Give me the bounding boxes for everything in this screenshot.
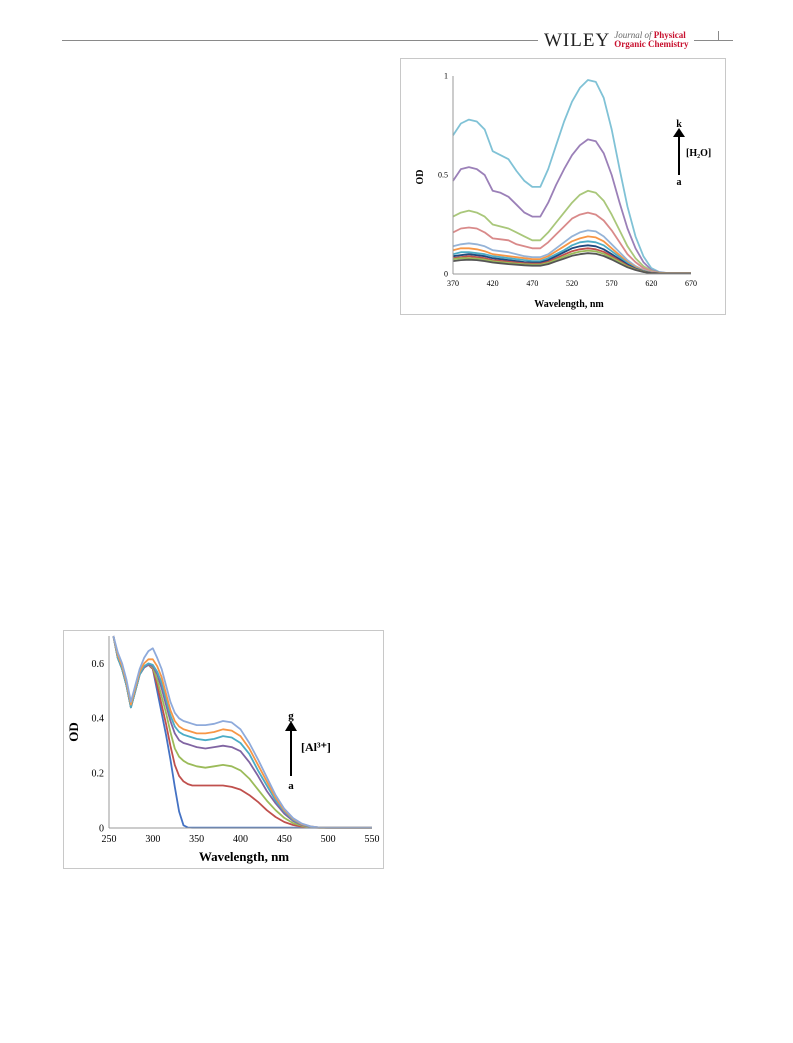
- series-line-7: [112, 635, 372, 829]
- journal-title: Journal of Physical Organic Chemistry: [614, 31, 688, 49]
- x-tick-label: 570: [606, 279, 618, 288]
- figure-2-chart: 250 300 350 400 450 500 550 0 0.2 0.4 0.6 OD Wavel…: [66, 635, 380, 864]
- arrow-label: [H₂O]: [686, 148, 711, 159]
- y-tick-label: 0: [99, 823, 104, 834]
- x-tick-label: 450: [277, 834, 292, 845]
- journal-title-prefix: Journal of: [614, 30, 652, 40]
- x-tick-label: 620: [645, 279, 657, 288]
- header-rule: [62, 40, 733, 41]
- header-tick: [718, 31, 719, 41]
- y-axis-label: OD: [66, 722, 81, 742]
- arrow-bottom-label: a: [288, 780, 294, 792]
- figure-2: 250 300 350 400 450 500 550 0 0.2 0.4 0.6 OD Wavel…: [63, 630, 384, 869]
- journal-title-emph: Physical: [653, 30, 686, 40]
- arrow-bottom-label: a: [677, 177, 682, 188]
- series-line-1: [452, 79, 691, 274]
- figure-1-chart: 370 420 470 520 570 620 670 0 0.5 1 OD Wavelength…: [415, 72, 711, 310]
- arrow-top-label: k: [676, 119, 682, 130]
- x-tick-label: 520: [566, 279, 578, 288]
- y-axis-label: OD: [415, 170, 426, 185]
- y-tick-label: 1: [444, 72, 448, 81]
- y-tick-label: 0: [444, 270, 448, 279]
- arrow-head: [285, 721, 297, 731]
- x-tick-label: 250: [102, 834, 117, 845]
- x-tick-label: 500: [321, 834, 336, 845]
- arrow-head: [673, 128, 685, 137]
- x-axis-label: Wavelength, nm: [534, 299, 604, 310]
- figure-1: 370 420 470 520 570 620 670 0 0.5 1 OD Wavelength…: [400, 58, 726, 315]
- series-line-11: [452, 252, 691, 275]
- y-tick-label: 0.4: [92, 714, 105, 725]
- y-tick-label: 0.2: [92, 768, 105, 779]
- x-tick-label: 550: [365, 834, 380, 845]
- x-tick-label: 420: [487, 279, 499, 288]
- x-tick-label: 350: [189, 834, 204, 845]
- x-tick-label: 670: [685, 279, 697, 288]
- x-tick-label: 400: [233, 834, 248, 845]
- x-axis-label: Wavelength, nm: [199, 849, 289, 864]
- x-tick-label: 300: [145, 834, 160, 845]
- x-tick-label: 470: [526, 279, 538, 288]
- journal-logo: WILEY Journal of Physical Organic Chemis…: [538, 29, 695, 53]
- publisher-name: WILEY: [544, 30, 611, 51]
- arrow-top-label: g: [288, 710, 294, 722]
- arrow-label: [Al³⁺]: [301, 740, 331, 754]
- y-tick-label: 0.6: [92, 659, 105, 670]
- y-tick-label: 0.5: [438, 171, 448, 180]
- journal-title-line2: Organic Chemistry: [614, 39, 689, 49]
- x-tick-label: 370: [447, 279, 459, 288]
